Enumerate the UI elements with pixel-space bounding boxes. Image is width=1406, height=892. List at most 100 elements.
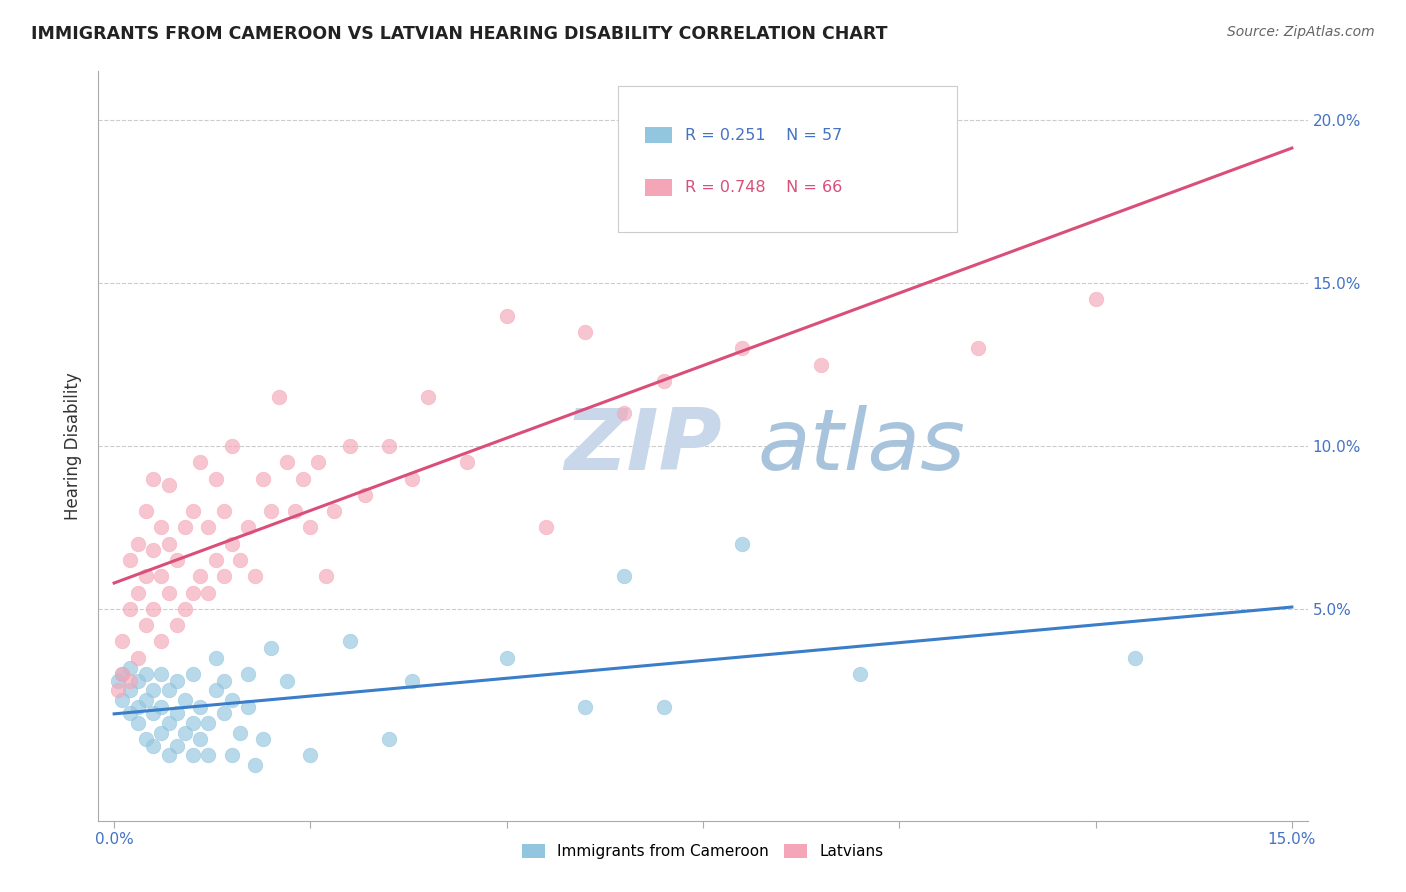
Point xyxy=(229,553,252,567)
Point xyxy=(190,732,212,747)
Point xyxy=(315,569,337,583)
Point xyxy=(236,699,259,714)
Point xyxy=(150,667,173,681)
Text: ZIP: ZIP xyxy=(564,404,721,488)
Point xyxy=(229,725,252,739)
Point xyxy=(150,520,173,534)
Point xyxy=(150,725,173,739)
Point xyxy=(276,673,298,688)
Point xyxy=(245,569,267,583)
Point xyxy=(205,650,228,665)
Point xyxy=(118,673,141,688)
Point xyxy=(135,618,157,632)
Point xyxy=(118,553,141,567)
Point xyxy=(118,602,141,616)
Point xyxy=(849,667,872,681)
Point xyxy=(190,699,212,714)
Point xyxy=(534,520,557,534)
Point xyxy=(339,634,361,648)
Legend: Immigrants from Cameroon, Latvians: Immigrants from Cameroon, Latvians xyxy=(516,838,890,865)
Point xyxy=(166,673,188,688)
Y-axis label: Hearing Disability: Hearing Disability xyxy=(65,372,83,520)
Point xyxy=(135,504,157,518)
Point xyxy=(142,739,165,753)
Point xyxy=(197,715,219,730)
Point xyxy=(127,585,149,599)
Point xyxy=(190,455,212,469)
Point xyxy=(127,673,149,688)
Point xyxy=(652,699,675,714)
Point xyxy=(495,650,517,665)
Point xyxy=(299,748,322,763)
Point xyxy=(181,748,204,763)
Point xyxy=(135,693,157,707)
Point xyxy=(142,683,165,698)
Point xyxy=(157,478,180,492)
Point xyxy=(378,732,401,747)
Point xyxy=(212,504,235,518)
Point xyxy=(212,673,235,688)
Point xyxy=(291,472,314,486)
Point xyxy=(166,706,188,720)
Point xyxy=(166,618,188,632)
Point xyxy=(236,520,259,534)
Point xyxy=(260,504,283,518)
Point xyxy=(339,439,361,453)
Point xyxy=(127,650,149,665)
Point xyxy=(150,699,173,714)
Point xyxy=(118,683,141,698)
Point xyxy=(456,455,478,469)
Point xyxy=(252,732,274,747)
Point xyxy=(173,693,195,707)
Point xyxy=(166,553,188,567)
Point xyxy=(613,406,636,420)
Point xyxy=(966,341,988,355)
Point xyxy=(181,667,204,681)
Point xyxy=(142,706,165,720)
Point xyxy=(323,504,346,518)
Point xyxy=(135,667,157,681)
Point xyxy=(150,569,173,583)
Point xyxy=(157,585,180,599)
Point xyxy=(135,732,157,747)
Point xyxy=(267,390,290,404)
Point xyxy=(111,667,134,681)
Point xyxy=(205,553,228,567)
Point xyxy=(212,706,235,720)
Point xyxy=(574,699,596,714)
Text: R = 0.748    N = 66: R = 0.748 N = 66 xyxy=(685,180,842,195)
Point xyxy=(142,543,165,558)
Point xyxy=(135,569,157,583)
Point xyxy=(260,640,283,655)
Point xyxy=(731,537,754,551)
Point xyxy=(197,520,219,534)
Point xyxy=(190,569,212,583)
Point xyxy=(127,715,149,730)
Point xyxy=(150,634,173,648)
Point xyxy=(731,341,754,355)
Point xyxy=(378,439,401,453)
Text: IMMIGRANTS FROM CAMEROON VS LATVIAN HEARING DISABILITY CORRELATION CHART: IMMIGRANTS FROM CAMEROON VS LATVIAN HEAR… xyxy=(31,25,887,43)
Point xyxy=(1123,650,1146,665)
Bar xyxy=(645,127,672,144)
Point xyxy=(401,472,423,486)
Point xyxy=(111,667,134,681)
Point xyxy=(652,374,675,388)
Point xyxy=(173,520,195,534)
Point xyxy=(107,683,129,698)
Point xyxy=(495,309,517,323)
Point xyxy=(221,439,243,453)
Point xyxy=(142,602,165,616)
Text: R = 0.251    N = 57: R = 0.251 N = 57 xyxy=(685,128,842,143)
Point xyxy=(205,472,228,486)
Point xyxy=(127,699,149,714)
Point xyxy=(221,537,243,551)
Point xyxy=(307,455,329,469)
Point xyxy=(197,585,219,599)
Point xyxy=(245,758,267,772)
Point xyxy=(574,325,596,339)
FancyBboxPatch shape xyxy=(619,87,957,233)
Point xyxy=(284,504,307,518)
Bar xyxy=(645,179,672,195)
Point xyxy=(142,472,165,486)
